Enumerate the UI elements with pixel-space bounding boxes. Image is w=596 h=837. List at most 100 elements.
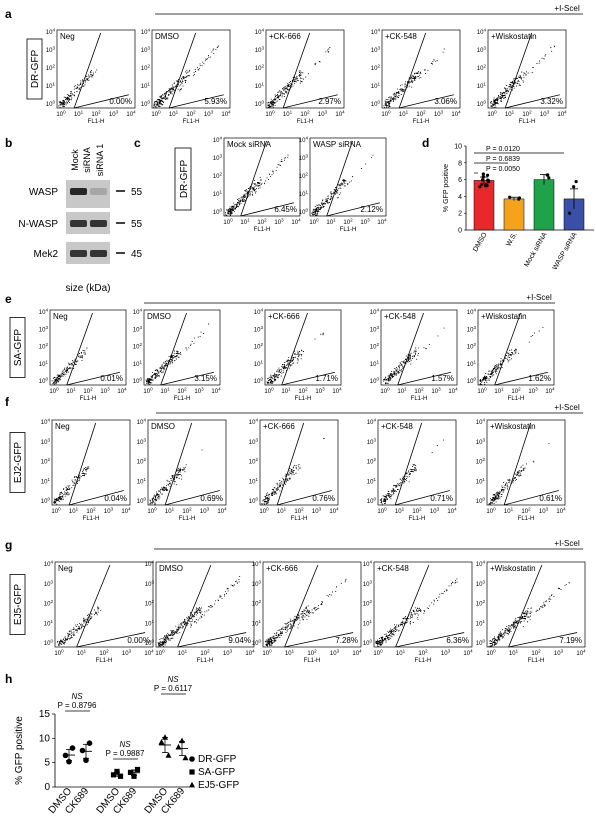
x-tick-label: 103 xyxy=(554,649,564,658)
gated-percentage: 2.97% xyxy=(318,97,341,106)
plot-treatment-label: Neg xyxy=(55,422,70,431)
blot-membrane xyxy=(66,242,110,264)
data-point xyxy=(175,743,182,750)
x-tick-label: 101 xyxy=(395,507,405,516)
y-tick-label: 103 xyxy=(299,154,309,163)
x-axis-label: FL1-H xyxy=(304,658,321,664)
x-tick-label: 101 xyxy=(504,507,514,516)
bar xyxy=(503,198,525,231)
legend-entry: SA-GFP xyxy=(198,767,236,778)
protein-band xyxy=(70,188,87,195)
x-tick-label: 101 xyxy=(505,110,515,119)
data-point xyxy=(547,176,551,180)
y-tick-label: 100 xyxy=(370,377,380,386)
y-tick-label: 101 xyxy=(249,477,259,486)
x-tick-label: 102 xyxy=(531,649,541,658)
reporter-label: DR-GFP xyxy=(30,50,41,89)
x-tick-label: 102 xyxy=(412,507,422,516)
x-axis-label: FL1-H xyxy=(340,227,357,233)
x-tick-label: 103 xyxy=(528,387,538,396)
y-tick-label: 8 xyxy=(458,160,462,167)
x-tick-label: 104 xyxy=(332,387,342,396)
x-axis-label: FL1-H xyxy=(291,516,308,522)
y-tick-label: 104 xyxy=(41,418,51,427)
y-tick-label: 103 xyxy=(133,325,143,334)
flow-plot-frame xyxy=(377,419,457,506)
reporter-label: DR-GFP xyxy=(179,160,190,199)
treatment-label: +I-SceI xyxy=(554,539,580,548)
y-tick-label: 5 xyxy=(44,758,50,769)
event-dots xyxy=(311,154,374,216)
x-tick-label: 104 xyxy=(121,507,131,516)
x-tick-label: 103 xyxy=(223,649,233,658)
x-tick-label: 103 xyxy=(330,649,340,658)
y-tick-label: 102 xyxy=(213,172,223,181)
x-tick-label: 100 xyxy=(155,649,165,658)
plot-treatment-label: +CK-666 xyxy=(266,564,298,573)
panel-letter: h xyxy=(5,672,12,686)
y-tick-label: 101 xyxy=(137,477,147,486)
x-tick-label: 104 xyxy=(352,649,362,658)
y-tick-label: 102 xyxy=(145,599,155,608)
y-tick-label: 6 xyxy=(458,177,462,184)
flow-plot-frame xyxy=(49,309,127,386)
gated-percentage: 7.19% xyxy=(559,636,582,645)
bar xyxy=(533,179,555,231)
data-point xyxy=(480,182,484,186)
gate-line xyxy=(394,422,450,506)
event-dots xyxy=(383,327,445,384)
y-tick-label: 101 xyxy=(44,619,54,628)
gate-line xyxy=(168,32,224,109)
plot-treatment-label: Neg xyxy=(58,564,73,573)
y-tick-label: 100 xyxy=(255,100,265,109)
panel-letter: b xyxy=(5,136,12,150)
y-tick-label: 0 xyxy=(44,782,50,793)
blot-membrane xyxy=(66,212,110,234)
x-axis-label: FL1-H xyxy=(508,396,525,402)
y-tick-label: 101 xyxy=(213,190,223,199)
x-tick-label: 104 xyxy=(545,387,555,396)
band-label: N-WASP xyxy=(18,219,58,230)
x-tick-label: 101 xyxy=(178,649,188,658)
x-tick-label: 100 xyxy=(477,387,487,396)
x-axis-label: FL1-H xyxy=(254,227,271,233)
x-tick-label: 100 xyxy=(147,507,157,516)
event-dots xyxy=(267,47,331,109)
y-tick-label: 102 xyxy=(476,457,486,466)
y-tick-label: 104 xyxy=(370,308,380,317)
event-dots xyxy=(261,438,325,506)
y-tick-label: 101 xyxy=(363,619,373,628)
reporter-label: EJ5-GFP xyxy=(13,584,24,625)
treatment-label: +I-SceI xyxy=(554,4,580,13)
y-tick-label: 102 xyxy=(254,342,264,351)
y-tick-label: 100 xyxy=(476,639,486,648)
x-tick-label: 104 xyxy=(217,507,227,516)
event-dots xyxy=(266,332,324,385)
gated-percentage: 1.71% xyxy=(315,374,338,383)
plot-treatment-label: DMSO xyxy=(159,564,183,573)
y-tick-label: 103 xyxy=(255,46,265,55)
x-tick-label: 104 xyxy=(144,649,154,658)
panel-letter: g xyxy=(5,538,12,552)
gated-percentage: 0.04% xyxy=(104,494,127,503)
treatment-label: +I-SceI xyxy=(554,403,580,412)
plot-treatment-label: Mock siRNA xyxy=(227,140,272,149)
y-tick-label: 100 xyxy=(477,100,487,109)
x-tick-label: 101 xyxy=(399,110,409,119)
x-tick-label: 103 xyxy=(104,507,114,516)
flow-plot-frame xyxy=(151,29,231,109)
gate-line xyxy=(164,422,220,506)
y-tick-label: 103 xyxy=(476,437,486,446)
x-axis-label: FL1-H xyxy=(297,119,314,125)
protein-band xyxy=(70,250,87,257)
y-tick-label: 101 xyxy=(145,619,155,628)
data-point xyxy=(485,173,490,177)
data-point xyxy=(114,768,120,775)
panel-letter: f xyxy=(5,395,10,409)
y-tick-label: 102 xyxy=(44,599,54,608)
y-tick-label: 100 xyxy=(367,497,377,506)
y-tick-label: 102 xyxy=(255,64,265,73)
gated-percentage: 3.06% xyxy=(434,97,457,106)
y-tick-label: 15 xyxy=(39,709,51,720)
gate-line xyxy=(160,312,215,386)
